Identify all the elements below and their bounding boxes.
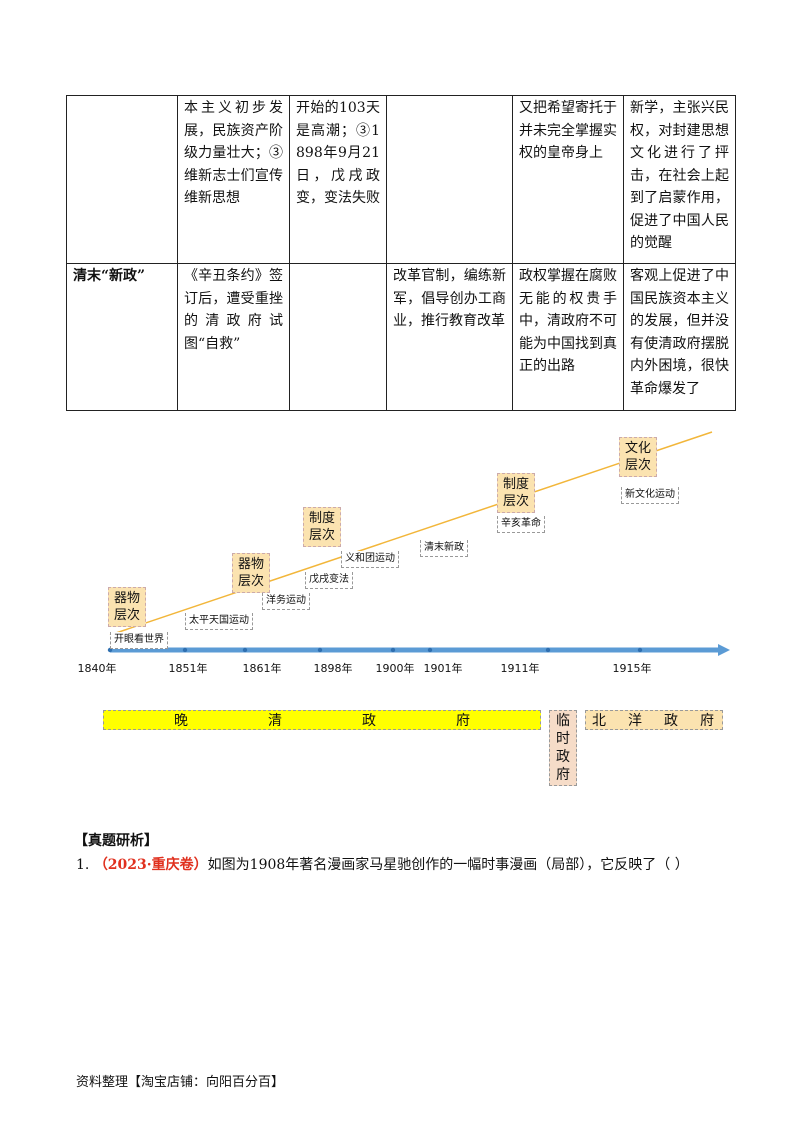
axis-dots: [107, 647, 643, 653]
timeline-graphic: [107, 431, 730, 656]
section-heading: 【真题研析】: [74, 833, 158, 849]
cell: [386, 95, 513, 264]
cell: 开始的103天是高潮；③1898年9月21日，戊戌政变，变法失败: [289, 95, 387, 264]
axis-dot: [182, 647, 188, 653]
year-label: 1898年: [313, 662, 353, 675]
cell: 本主义初步发展，民族资产阶级力量壮大；③维新志士们宣传维新思想: [177, 95, 290, 264]
level-box: 器物层次: [108, 587, 146, 627]
event-label: 开眼看世界: [110, 632, 168, 649]
table-row: 本主义初步发展，民族资产阶级力量壮大；③维新志士们宣传维新思想 开始的103天是…: [66, 95, 736, 264]
level-box: 器物层次: [232, 553, 270, 593]
level-box: 制度层次: [497, 473, 535, 513]
question-source: （2023·重庆卷）: [93, 857, 208, 873]
event-label: 辛亥革命: [497, 516, 545, 533]
year-label: 1900年: [375, 662, 415, 675]
trend-line: [109, 431, 713, 636]
event-label: 戊戌变法: [305, 572, 353, 589]
axis-dot: [242, 647, 248, 653]
question-text: 如图为1908年著名漫画家马星驰创作的一幅时事漫画（局部），它反映了（ ）: [207, 857, 689, 873]
cell: 新学，主张兴民权，对封建思想文化进行了抨击，在社会上起到了启蒙作用，促进了中国人…: [623, 95, 736, 264]
table-row: 清末“新政” 《辛丑条约》签订后，遭受重挫的清政府试图“自救” 改革官制，编练新…: [66, 263, 736, 411]
axis-dot: [637, 647, 643, 653]
axis-dot: [427, 647, 433, 653]
event-label: 义和团运动: [341, 551, 399, 568]
year-label: 1915年: [612, 662, 652, 675]
event-label: 清末新政: [420, 540, 468, 557]
cell: 客观上促进了中国民族资本主义的发展，但并没有使清政府摆脱内外困境，很快革命爆发了: [623, 263, 736, 411]
comparison-table: 本主义初步发展，民族资产阶级力量壮大；③维新志士们宣传维新思想 开始的103天是…: [66, 95, 736, 411]
year-label: 1911年: [500, 662, 540, 675]
year-label: 1901年: [423, 662, 463, 675]
cell: [289, 263, 387, 411]
question: 1. （2023·重庆卷）如图为1908年著名漫画家马星驰创作的一幅时事漫画（局…: [76, 854, 689, 874]
era-bar: 临时政府: [549, 710, 577, 786]
era-bar: 晚清政府: [103, 710, 541, 730]
cell: 改革官制，编练新军，倡导创办工商业，推行教育改革: [386, 263, 513, 411]
cell: [66, 95, 178, 264]
cell: 又把希望寄托于并未完全掌握实权的皇帝身上: [512, 95, 624, 264]
level-box: 制度层次: [303, 507, 341, 547]
cell: 政权掌握在腐败无能的权贵手中，清政府不可能为中国找到真正的出路: [512, 263, 624, 411]
event-label: 太平天国运动: [185, 613, 253, 630]
year-label: 1840年: [77, 662, 117, 675]
cell: 清末“新政”: [66, 263, 178, 411]
year-label: 1861年: [242, 662, 282, 675]
question-number: 1.: [76, 857, 90, 873]
footer: 资料整理【淘宝店铺：向阳百分百】: [76, 1075, 285, 1090]
era-bar: 北洋政府: [585, 710, 723, 730]
axis-arrow: [718, 644, 730, 656]
event-label: 洋务运动: [262, 593, 310, 610]
level-box: 文化层次: [619, 437, 657, 477]
axis-dot: [390, 647, 396, 653]
axis-dot: [545, 647, 551, 653]
year-label: 1851年: [168, 662, 208, 675]
cell: 《辛丑条约》签订后，遭受重挫的清政府试图“自救”: [177, 263, 290, 411]
axis-dot: [317, 647, 323, 653]
event-label: 新文化运动: [621, 487, 679, 504]
